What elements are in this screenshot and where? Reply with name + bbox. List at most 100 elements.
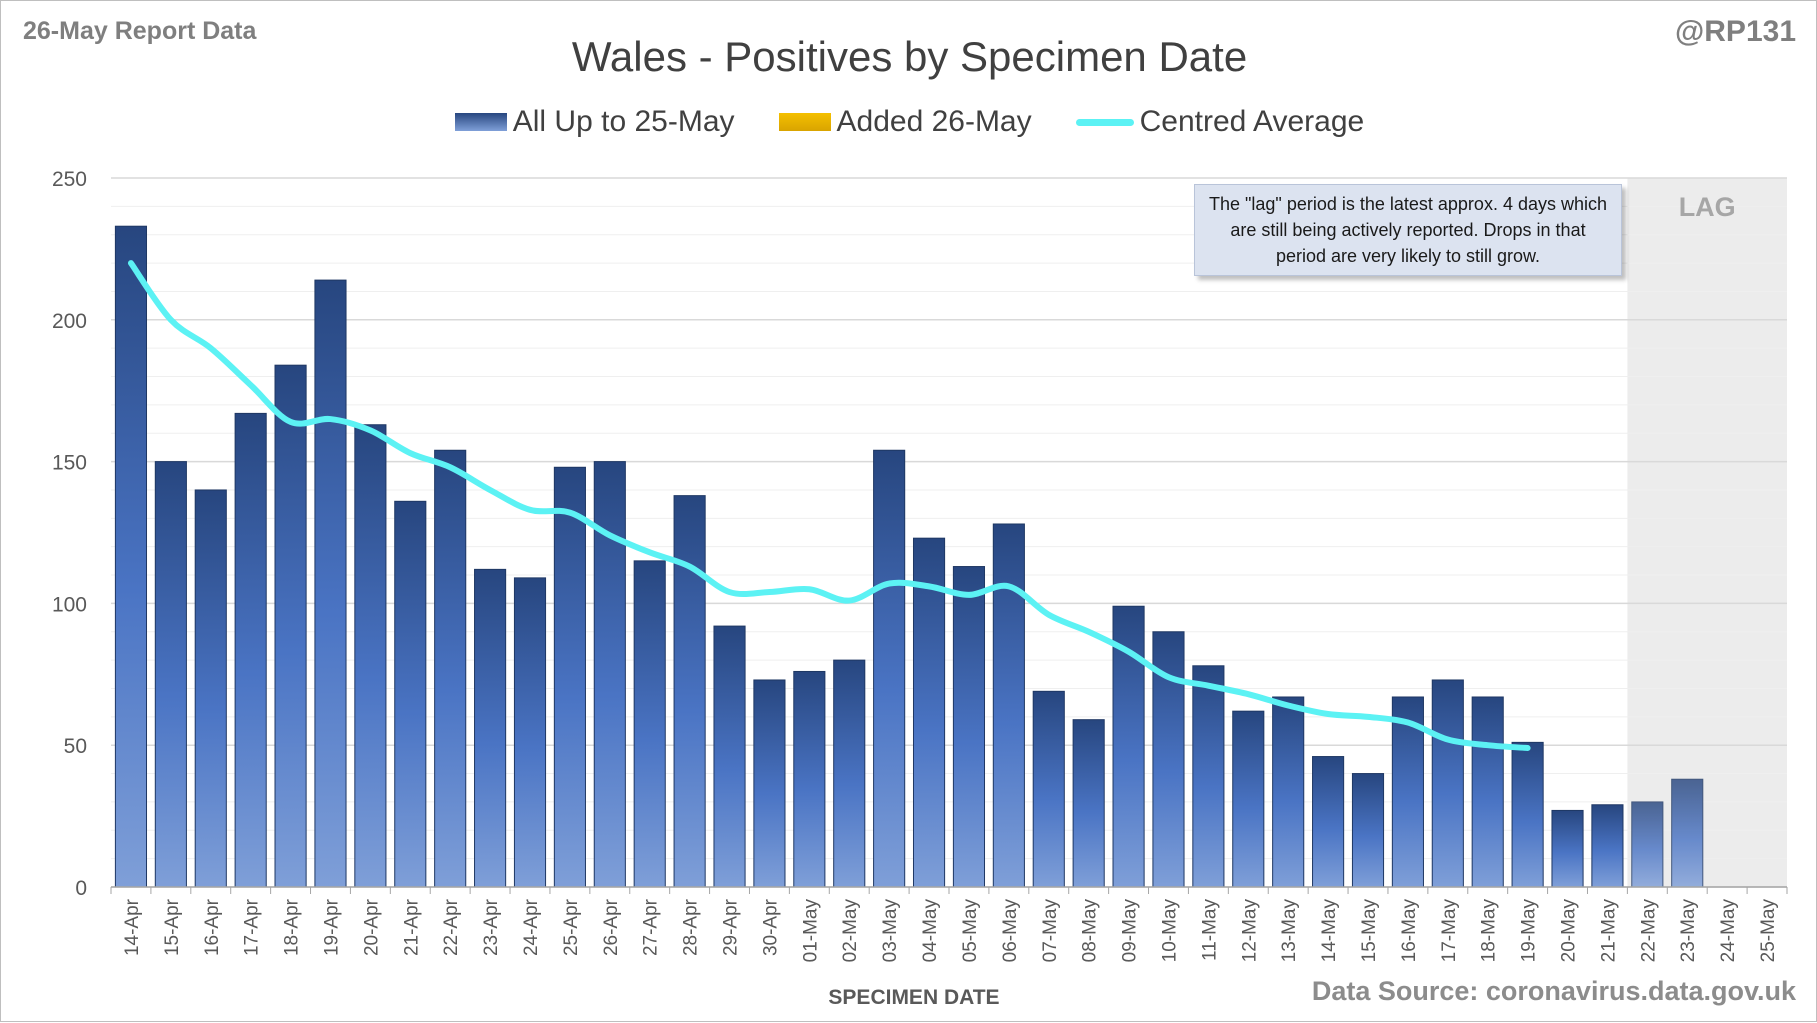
bar-14-Apr: [114, 225, 148, 888]
x-tick-label: 18-Apr: [282, 898, 303, 956]
x-tick-label: 03-May: [880, 899, 901, 963]
x-tick-label: 18-May: [1479, 899, 1500, 963]
y-tick-label: 250: [52, 168, 87, 191]
bar-25-Apr: [553, 466, 586, 888]
report-date-label: 26-May Report Data: [23, 17, 257, 45]
bar-22-May: [1631, 801, 1664, 888]
bar-03-May: [873, 449, 906, 888]
x-tick-label: 07-May: [1040, 899, 1061, 963]
bar-06-May: [992, 523, 1025, 888]
x-tick-label: 17-May: [1439, 899, 1460, 963]
x-tick-label: 20-Apr: [361, 898, 382, 956]
x-tick-label: 16-Apr: [202, 898, 223, 956]
bar-02-May: [833, 659, 866, 888]
lag-region: [1627, 178, 1787, 887]
x-tick-label: 27-Apr: [641, 898, 662, 956]
bar-12-May: [1232, 710, 1265, 888]
x-tick-label: 22-Apr: [441, 898, 462, 956]
x-tick-label: 02-May: [840, 899, 861, 963]
legend-item-added: Added 26-May: [778, 105, 1032, 139]
bar-23-Apr: [474, 568, 507, 888]
bar-24-Apr: [513, 577, 547, 888]
x-tick-label: 01-May: [800, 899, 821, 963]
lag-note: The "lag" period is the latest approx. 4…: [1194, 184, 1622, 276]
x-tick-label: 08-May: [1080, 899, 1101, 963]
x-tick-label: 30-Apr: [760, 898, 781, 956]
bar-29-Apr: [713, 625, 746, 888]
bar-14-May: [1312, 756, 1345, 888]
bar-23-May: [1671, 778, 1704, 888]
x-tick-label: 22-May: [1638, 899, 1659, 963]
x-tick-label: 09-May: [1120, 899, 1141, 963]
x-tick-label: 19-Apr: [321, 898, 342, 956]
bar-20-Apr: [354, 424, 387, 888]
legend-swatch-all: [454, 113, 507, 131]
chart-legend: All Up to 25-May Added 26-May Centred Av…: [1, 105, 1817, 139]
x-tick-label: 14-May: [1319, 899, 1340, 963]
y-tick-label: 0: [75, 877, 87, 900]
bar-07-May: [1032, 690, 1065, 888]
x-tick-label: 16-May: [1399, 899, 1420, 963]
x-tick-label: 21-May: [1598, 899, 1619, 963]
x-tick-label: 05-May: [960, 899, 981, 963]
legend-label-added: Added 26-May: [836, 105, 1032, 138]
x-tick-label: 23-Apr: [481, 898, 502, 956]
bar-16-Apr: [194, 489, 227, 888]
bar-05-May: [952, 566, 986, 888]
lag-label: LAG: [1679, 192, 1736, 222]
x-tick-label: 10-May: [1159, 899, 1180, 963]
x-tick-label: 21-Apr: [401, 898, 422, 956]
bar-17-May: [1431, 679, 1464, 888]
legend-label-average: Centred Average: [1139, 105, 1365, 138]
x-tick-label: 13-May: [1279, 899, 1300, 963]
legend-item-all: All Up to 25-May: [454, 105, 735, 139]
bar-19-Apr: [314, 279, 347, 888]
y-tick-label: 50: [64, 735, 87, 758]
x-tick-label: 15-Apr: [162, 898, 183, 956]
bar-27-Apr: [633, 560, 666, 888]
y-tick-label: 150: [52, 452, 87, 475]
bar-28-Apr: [673, 495, 706, 888]
bar-30-Apr: [753, 679, 786, 888]
author-handle: @RP131: [1675, 15, 1796, 48]
data-source: Data Source: coronavirus.data.gov.uk: [1311, 976, 1796, 1006]
legend-swatch-added: [778, 113, 831, 131]
bar-08-May: [1072, 719, 1105, 888]
bar-15-Apr: [154, 461, 187, 888]
bar-21-Apr: [394, 500, 427, 888]
x-tick-label: 29-Apr: [721, 898, 742, 956]
x-tick-label: 26-Apr: [601, 898, 622, 956]
x-tick-label: 14-Apr: [122, 898, 143, 956]
bar-21-May: [1591, 804, 1624, 888]
bar-01-May: [793, 670, 826, 888]
x-tick-label: 11-May: [1199, 899, 1220, 961]
bar-04-May: [912, 537, 946, 888]
x-tick-label: 19-May: [1519, 899, 1540, 963]
bar-18-May: [1471, 696, 1504, 888]
bar-15-May: [1351, 773, 1385, 888]
x-tick-label: 23-May: [1678, 899, 1699, 963]
bar-13-May: [1272, 696, 1305, 888]
bar-18-Apr: [274, 364, 307, 888]
x-tick-label: 15-May: [1359, 899, 1380, 963]
bar-22-Apr: [434, 449, 467, 888]
y-tick-label: 200: [52, 310, 87, 333]
x-tick-label: 24-May: [1718, 899, 1739, 963]
x-tick-label: 25-Apr: [561, 898, 582, 956]
x-tick-label: 12-May: [1239, 899, 1260, 963]
x-tick-label: 20-May: [1559, 899, 1580, 963]
bar-20-May: [1551, 809, 1584, 888]
x-tick-label: 24-Apr: [521, 898, 542, 956]
x-tick-label: 04-May: [920, 899, 941, 963]
x-tick-label: 28-Apr: [681, 898, 702, 956]
x-tick-label: 06-May: [1000, 899, 1021, 963]
legend-swatch-average: [1075, 118, 1134, 126]
bar-19-May: [1511, 741, 1544, 888]
bar-26-Apr: [593, 461, 626, 888]
average-line: [127, 260, 1531, 752]
y-tick-label: 100: [52, 593, 87, 616]
bar-17-Apr: [234, 412, 267, 888]
legend-label-all: All Up to 25-May: [512, 105, 735, 138]
